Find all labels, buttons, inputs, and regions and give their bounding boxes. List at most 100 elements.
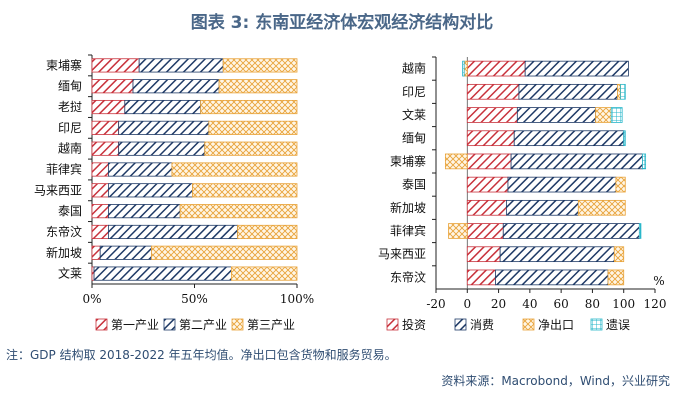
demand-category-label: 马来西亚 <box>378 247 426 261</box>
demand-bar-segment <box>463 60 468 77</box>
gdp-legend-swatch <box>95 318 108 331</box>
demand-bar-segment <box>466 246 501 263</box>
demand-bar-segment <box>495 269 609 286</box>
demand-bar-segment <box>610 107 623 123</box>
demand-bar-segment <box>615 176 626 193</box>
gdp-bar-segment <box>118 120 210 135</box>
gdp-bar-segment <box>222 58 298 73</box>
demand-bar-segment <box>642 153 647 170</box>
gdp-bar-segment <box>171 162 298 177</box>
gdp-x-tick-label: 100% <box>280 292 314 306</box>
gdp-bar-segment <box>200 99 298 115</box>
gdp-bar-segment <box>91 79 134 94</box>
demand-x-tick-label: -20 <box>426 297 445 311</box>
gdp-bar-segment <box>93 266 232 281</box>
demand-unit-label: % <box>653 274 664 288</box>
demand-bar-segment <box>524 60 629 77</box>
demand-category-label: 柬埔寨 <box>390 153 426 168</box>
demand-bar-segment <box>466 107 518 123</box>
demand-bar-segment <box>518 83 618 100</box>
demand-bar-segment <box>516 107 596 123</box>
gdp-legend-label: 第二产业 <box>179 318 227 332</box>
demand-bar-segment <box>620 83 626 100</box>
demand-legend-label: 消费 <box>470 318 494 332</box>
page-title: 图表 3: 东南亚经济体宏观经济结构对比 <box>190 13 494 33</box>
demand-bar-segment <box>448 223 468 239</box>
gdp-bar-segment <box>108 162 173 177</box>
gdp-category-label: 泰国 <box>58 204 82 218</box>
demand-category-label: 菲律宾 <box>390 223 426 238</box>
demand-category-label: 缅甸 <box>402 131 426 145</box>
demand-bar-segment <box>466 176 509 193</box>
gdp-bar-segment <box>91 99 126 115</box>
gdp-bar-segment <box>237 224 298 240</box>
demand-bar-segment <box>638 223 642 239</box>
gdp-bar-segment <box>192 183 298 198</box>
gdp-bar-segment <box>91 245 101 260</box>
gdp-bar-segment <box>208 120 298 135</box>
demand-bar-segment <box>617 83 621 100</box>
demand-bar-segment <box>466 130 515 147</box>
gdp-category-label: 文莱 <box>58 266 82 281</box>
demand-legend-label: 投资 <box>402 317 426 332</box>
gdp-bar-segment <box>91 204 109 219</box>
gdp-bar-segment <box>91 183 109 198</box>
gdp-bar-segment <box>138 58 224 73</box>
demand-legend-swatch <box>522 318 535 331</box>
gdp-category-label: 柬埔寨 <box>46 57 82 72</box>
demand-bar-segment <box>466 269 496 286</box>
gdp-bar-segment <box>108 204 181 219</box>
demand-x-tick-label: 60 <box>554 297 569 311</box>
demand-bar-segment <box>499 246 615 263</box>
demand-x-tick-label: 40 <box>522 297 537 311</box>
demand-bar-segment <box>462 60 465 77</box>
demand-bar-segment <box>623 130 626 147</box>
gdp-x-tick-label: 50% <box>181 292 208 306</box>
gdp-bar-segment <box>91 58 140 73</box>
demand-bar-segment <box>510 153 643 170</box>
gdp-bar-segment <box>204 141 298 156</box>
gdp-legend-swatch <box>231 318 244 331</box>
demand-bar-segment <box>444 153 468 170</box>
gdp-bar-segment <box>124 99 202 115</box>
gdp-category-label: 东帝汶 <box>46 224 82 239</box>
demand-legend-swatch <box>386 318 399 331</box>
gdp-bar-segment <box>132 79 220 94</box>
gdp-bar-segment <box>99 245 152 260</box>
gdp-bar-segment <box>118 141 206 156</box>
gdp-category-label: 马来西亚 <box>34 183 82 197</box>
demand-bar-segment <box>595 107 612 123</box>
gdp-bar-segment <box>179 204 298 219</box>
demand-bar-segment <box>577 199 626 216</box>
demand-legend-label: 遗误 <box>606 318 630 332</box>
gdp-bar-segment <box>91 141 120 156</box>
demand-category-label: 泰国 <box>402 178 426 192</box>
demand-bar-segment <box>505 199 579 216</box>
demand-bar-segment <box>507 176 617 193</box>
demand-bar-segment <box>466 153 512 170</box>
demand-x-tick-label: 20 <box>491 297 506 311</box>
demand-bar-segment <box>502 223 640 239</box>
demand-bar-segment <box>513 130 625 147</box>
gdp-category-label: 新加坡 <box>46 245 82 260</box>
gdp-category-label: 老挝 <box>58 100 82 114</box>
demand-bar-segment <box>613 246 625 263</box>
gdp-bar-segment <box>108 224 238 240</box>
gdp-x-tick-label: 0% <box>82 292 101 306</box>
gdp-bar-segment <box>91 224 109 240</box>
gdp-bar-segment <box>230 266 298 281</box>
gdp-category-label: 越南 <box>58 141 82 156</box>
demand-legend-label: 净出口 <box>538 318 574 332</box>
gdp-bar-segment <box>91 120 120 135</box>
demand-bar-segment <box>466 83 520 100</box>
demand-bar-segment <box>607 269 625 286</box>
demand-category-label: 新加坡 <box>390 200 426 215</box>
gdp-legend-label: 第三产业 <box>247 318 295 332</box>
demand-bar-segment <box>466 223 504 239</box>
gdp-category-label: 缅甸 <box>58 79 82 93</box>
demand-category-label: 文莱 <box>402 107 426 122</box>
gdp-category-label: 印尼 <box>58 121 82 135</box>
